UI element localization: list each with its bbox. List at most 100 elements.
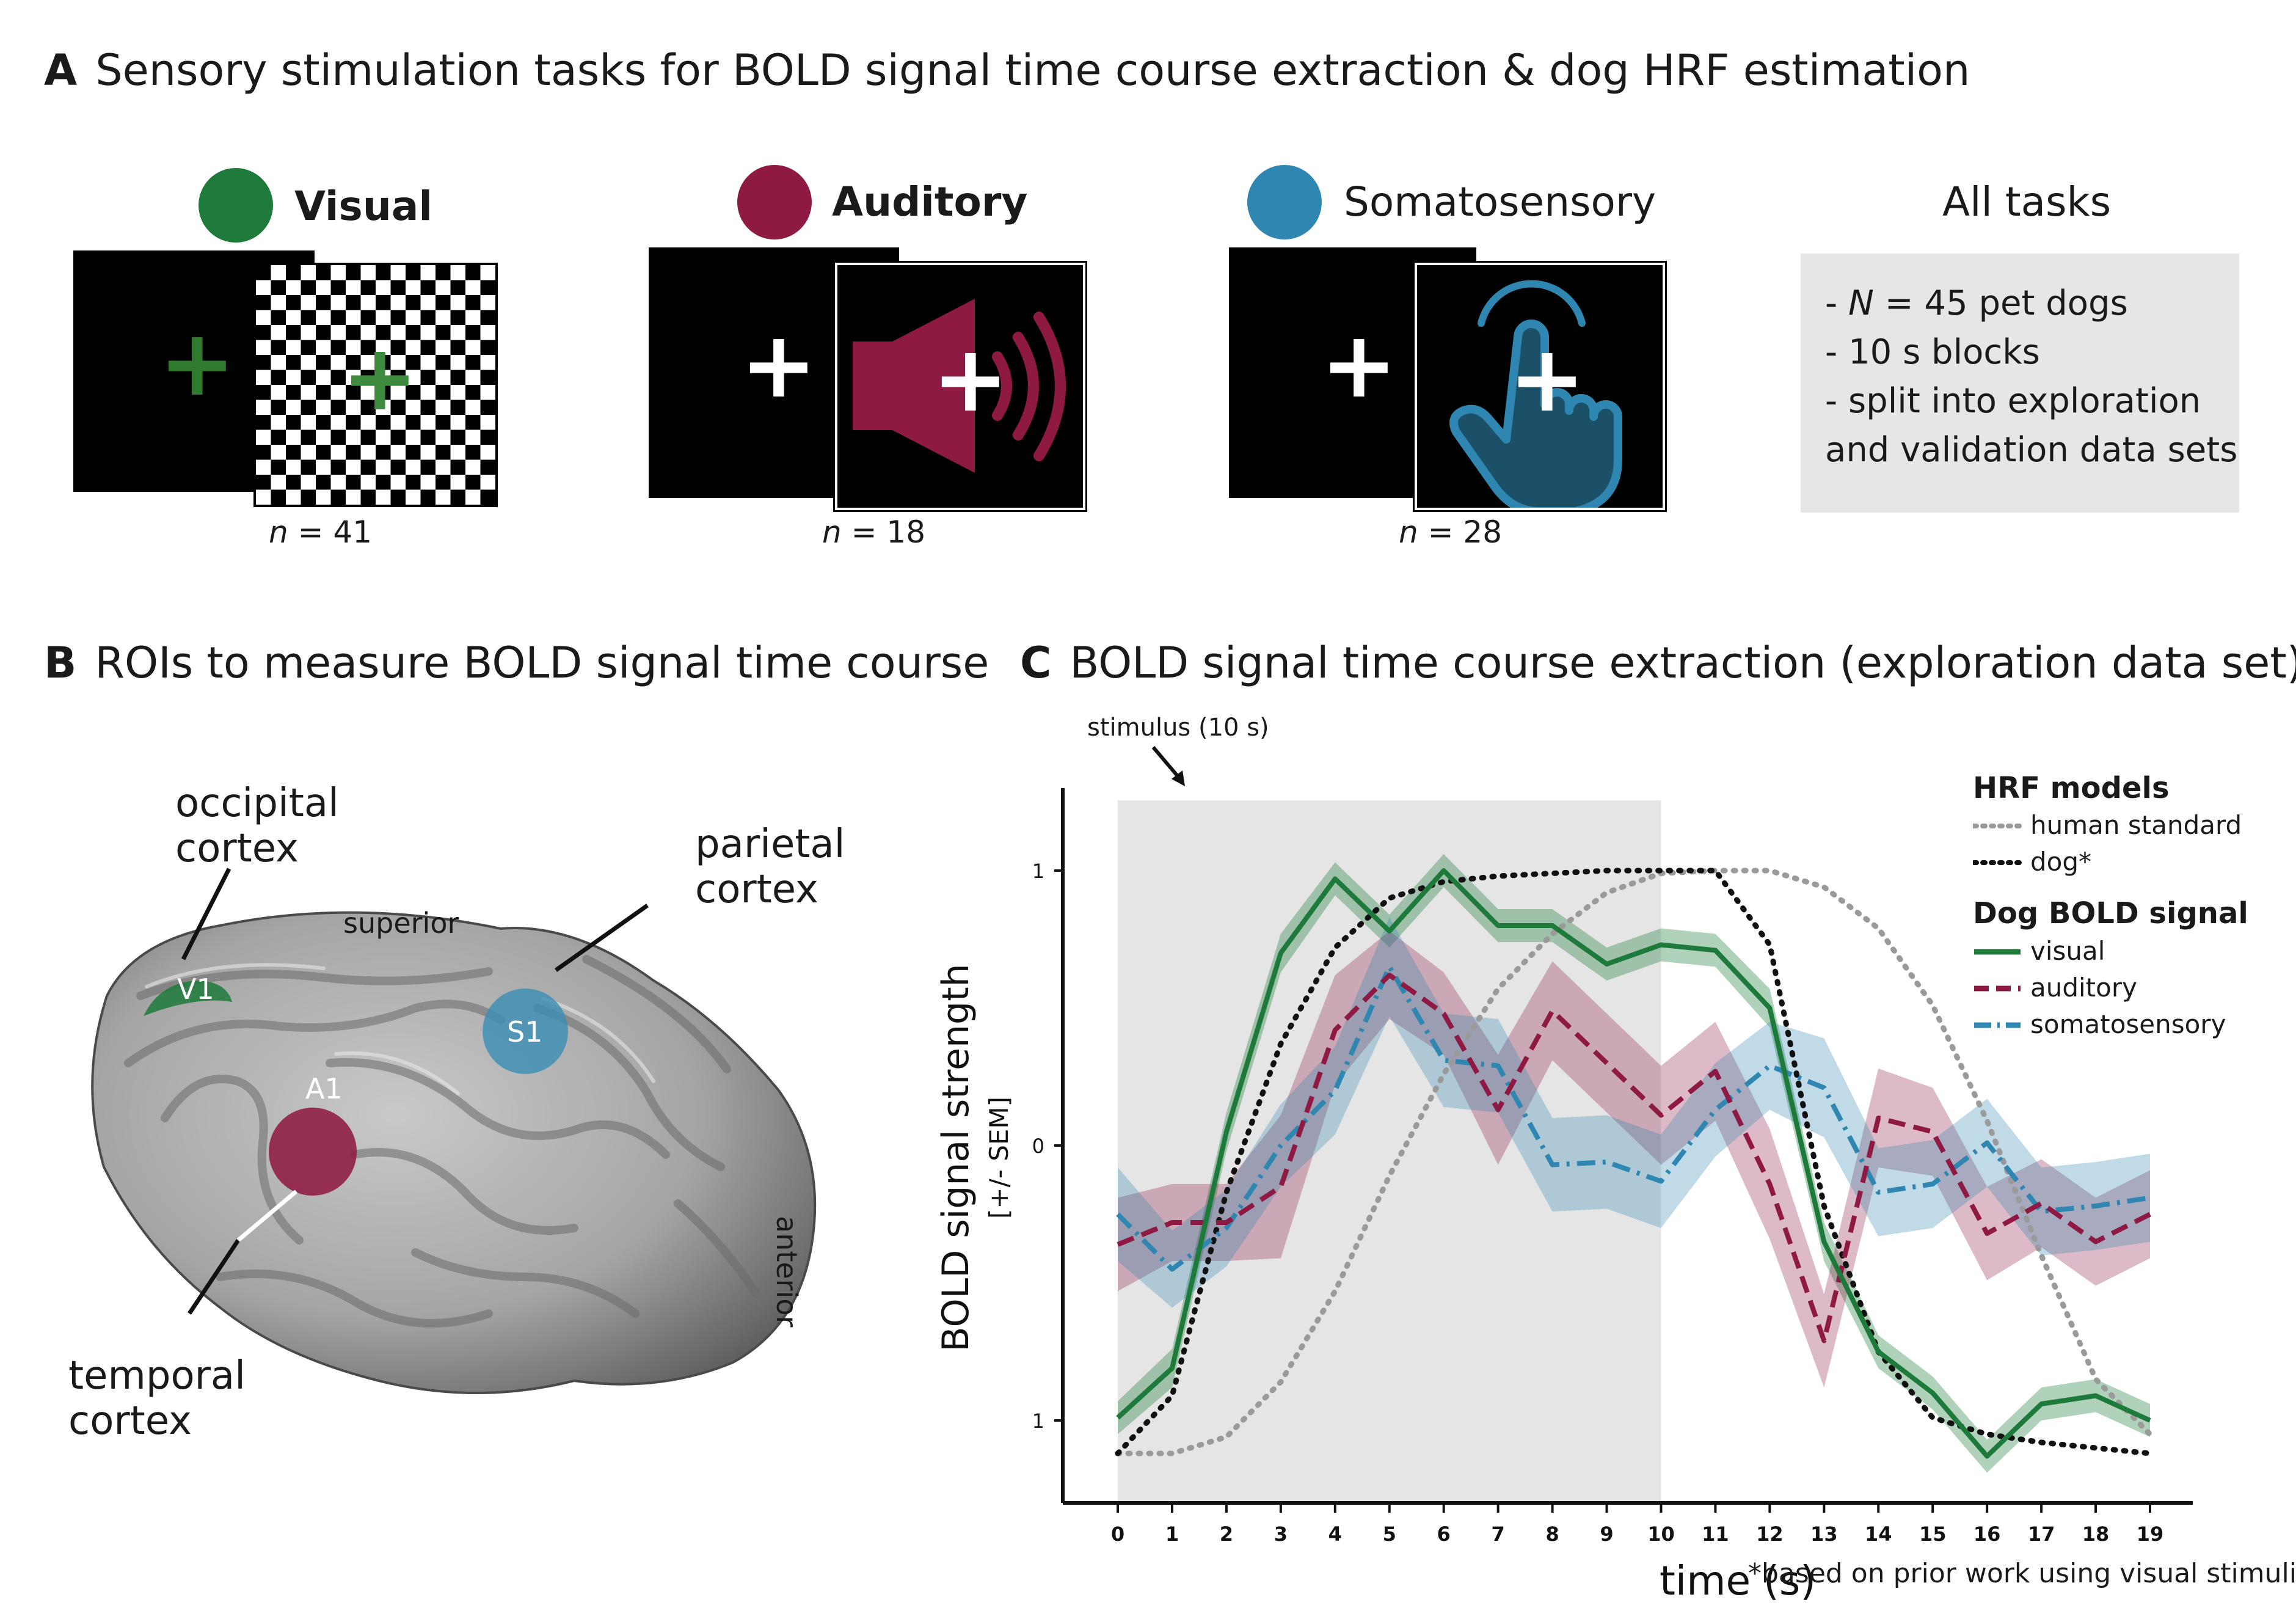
y-tick-label: 0 xyxy=(1032,1135,1044,1158)
all-tasks-title: All tasks xyxy=(1942,178,2112,225)
legend-swatch-human xyxy=(1973,824,2022,828)
panel-c-letter: C xyxy=(1020,638,1052,688)
v1-roi xyxy=(144,981,232,1016)
legend-swatch-visual xyxy=(1974,949,2021,955)
x-tick-label: 5 xyxy=(1383,1522,1396,1546)
y-tick-label: 1 xyxy=(1032,860,1044,883)
legend-signal-title: Dog BOLD signal xyxy=(1973,896,2248,930)
touch-hand-icon xyxy=(1449,280,1622,508)
x-tick-label: 15 xyxy=(1919,1522,1947,1546)
parietal-pointer xyxy=(554,904,649,972)
sem-band-visual xyxy=(1118,854,2150,1473)
panel-b-title: ROIs to measure BOLD signal time course xyxy=(95,638,989,688)
auditory-task-label: Auditory xyxy=(832,178,1028,225)
x-tick-label: 14 xyxy=(1865,1522,1892,1546)
summary-line-split: - split into exploration xyxy=(1825,381,2201,421)
chart-legend: HRF models human standard dog* Dog BOLD … xyxy=(1973,771,2278,1052)
summary-line-blocks: - 10 s blocks xyxy=(1825,332,2040,372)
temporal-cortex-label: temporal cortex xyxy=(68,1353,246,1444)
s1-roi xyxy=(483,989,568,1074)
legend-auditory: auditory xyxy=(2030,973,2137,1003)
a1-label: A1 xyxy=(305,1072,343,1105)
legend-visual: visual xyxy=(2030,936,2105,966)
panel-c-title: BOLD signal time course extraction (expl… xyxy=(1070,638,2296,688)
series-line-visual xyxy=(1116,868,2151,1459)
checkerboard-icon xyxy=(256,265,495,505)
panel-a-heading: A Sensory stimulation tasks for BOLD sign… xyxy=(44,49,1970,92)
legend-somatosensory: somatosensory xyxy=(2030,1009,2226,1039)
anterior-label: anterior xyxy=(770,1216,803,1328)
legend-dog: dog* xyxy=(2030,847,2092,877)
x-tick-label: 8 xyxy=(1545,1522,1559,1546)
auditory-stimulus-screen: + xyxy=(833,261,1087,512)
somatosensory-n-label: n = 28 xyxy=(1399,514,1503,550)
series-line-humanstandard xyxy=(1115,868,2153,1456)
summary-line-datasets: and validation data sets xyxy=(1825,430,2238,470)
legend-models-title: HRF models xyxy=(1973,771,2170,805)
x-tick-label: 18 xyxy=(2082,1522,2110,1546)
x-tick-label: 11 xyxy=(1702,1522,1729,1546)
brain-illustration xyxy=(91,868,817,1394)
legend-swatch-dog xyxy=(1973,860,2022,865)
fixation-cross-icon: + xyxy=(1321,312,1398,418)
series-line-dog xyxy=(1115,868,2153,1456)
visual-n-label: n = 41 xyxy=(269,514,373,550)
x-tick-label: 17 xyxy=(2028,1522,2055,1546)
x-tick-label: 0 xyxy=(1111,1522,1124,1546)
panel-a-title: Sensory stimulation tasks for BOLD signa… xyxy=(95,45,1970,95)
superior-label: superior xyxy=(343,907,459,940)
chart-footnote: *based on prior work using visual stimul… xyxy=(1748,1558,2296,1589)
series-line-somatosensory xyxy=(1116,964,2151,1272)
x-tick-label: 1 xyxy=(1165,1522,1179,1546)
temporal-pointer-dark xyxy=(188,1239,240,1315)
v1-label: V1 xyxy=(177,973,214,1006)
x-tick-label: 9 xyxy=(1600,1522,1613,1546)
x-axis-label: time (s) xyxy=(1660,1557,1816,1604)
x-tick-label: 3 xyxy=(1274,1522,1288,1546)
sem-band-auditory xyxy=(1118,931,2150,1387)
x-tick-label: 4 xyxy=(1328,1522,1342,1546)
stimulus-label: stimulus (10 s) xyxy=(1087,714,1269,742)
somatosensory-stimulus-screen: + xyxy=(1413,261,1667,512)
visual-color-dot xyxy=(199,168,273,243)
a1-roi xyxy=(269,1108,357,1196)
x-tick-label: 2 xyxy=(1220,1522,1233,1546)
panel-a-letter: A xyxy=(44,45,78,95)
x-tick-label: 7 xyxy=(1491,1522,1504,1546)
parietal-cortex-label: parietal cortex xyxy=(695,822,845,912)
series-line-auditory xyxy=(1117,973,2151,1343)
legend-swatch-somatosensory xyxy=(1974,1022,2021,1028)
fixation-cross-icon: + xyxy=(932,326,1009,433)
summary-line-dogs: - N = 45 pet dogs xyxy=(1825,283,2128,323)
x-tick-label: 6 xyxy=(1437,1522,1451,1546)
temporal-pointer-light xyxy=(236,1190,298,1242)
visual-task-label: Visual xyxy=(294,183,432,230)
occipital-cortex-label: occipital cortex xyxy=(175,781,339,871)
x-tick-label: 12 xyxy=(1756,1522,1784,1546)
occipital-pointer xyxy=(181,868,231,960)
checkerboard-stimulus-screen: + xyxy=(253,263,498,507)
x-tick-label: 19 xyxy=(2137,1522,2164,1546)
y-tick-label: 1 xyxy=(1032,1409,1044,1433)
auditory-color-dot xyxy=(737,165,812,239)
panel-c-heading: C BOLD signal time course extraction (exp… xyxy=(1020,641,2296,684)
auditory-n-label: n = 18 xyxy=(822,514,926,550)
legend-swatch-auditory xyxy=(1974,985,2021,992)
legend-human-standard: human standard xyxy=(2030,810,2242,840)
fixation-cross-icon: + xyxy=(341,325,418,431)
sem-band-somatosensory xyxy=(1118,917,2150,1308)
somatosensory-task-label: Somatosensory xyxy=(1344,178,1656,225)
y-axis-sublabel: [+/- SEM] xyxy=(984,1097,1014,1219)
x-tick-label: 10 xyxy=(1647,1522,1675,1546)
x-tick-label: 13 xyxy=(1810,1522,1838,1546)
stimulus-arrow-icon xyxy=(1151,746,1185,786)
x-tick-label: 16 xyxy=(1973,1522,2001,1546)
fixation-cross-icon: + xyxy=(159,310,236,417)
panel-b-letter: B xyxy=(44,638,77,688)
somatosensory-color-dot xyxy=(1247,165,1322,239)
speaker-icon xyxy=(853,299,1066,473)
all-tasks-summary-box: - N = 45 pet dogs - 10 s blocks - split … xyxy=(1801,254,2239,513)
fixation-cross-icon: + xyxy=(1509,326,1586,433)
fixation-cross-icon: + xyxy=(740,312,817,418)
